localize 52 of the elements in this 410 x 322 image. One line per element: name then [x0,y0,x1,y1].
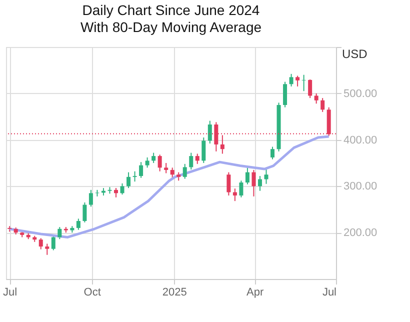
candlestick [170,167,174,178]
chart-subtitle: With 80-Day Moving Average [80,19,262,35]
y-tick-label: 300.00 [344,180,378,193]
candlestick [120,182,124,196]
candlestick [264,168,268,184]
candlestick [208,120,212,144]
candlestick [296,75,300,87]
candlestick [232,188,237,202]
candlestick [308,78,312,99]
candlestick [158,154,162,172]
candlestick [114,188,118,198]
candlestick [239,180,244,198]
candlestick [164,162,168,174]
candlestick [82,202,87,223]
candlestick [76,218,80,230]
candlestick [220,134,224,154]
y-tick-label: 200.00 [344,227,378,240]
candlestick [195,153,200,164]
candlestick [51,234,56,251]
candlestick [270,146,275,160]
candlestick [139,162,144,178]
candlestick [95,189,100,197]
y-tick-label: 500.00 [344,88,378,100]
line-series [8,135,330,238]
candlestick [132,170,137,182]
candlestick [126,172,131,189]
candlestick [283,81,288,108]
candlestick [58,226,62,240]
candlestick [45,243,50,256]
candlestick [189,152,194,170]
candlestick [245,167,250,185]
candlestick [289,73,294,87]
candlestick [258,175,262,192]
candlestick [302,74,306,92]
x-tick-label: Jul [3,286,18,298]
candlestick [145,156,150,168]
candlestick [320,98,325,112]
x-tick-label: Jul [322,286,336,298]
chart-title: Daily Chart Since June 2024 [82,2,260,18]
candlestick [314,92,318,104]
candlestick [88,189,93,208]
candlestick [226,172,231,196]
candlestick [152,152,156,164]
candlestick [182,163,187,180]
candlestick [38,238,43,250]
text: USD [342,47,368,61]
candlestick [202,136,206,164]
x-tick-label: Apr [246,286,264,298]
candlestick [252,169,256,197]
y-tick-label: 400.00 [344,134,378,146]
x-tick-label: 2025 [162,286,187,298]
x-tick-label: Oct [84,286,101,298]
